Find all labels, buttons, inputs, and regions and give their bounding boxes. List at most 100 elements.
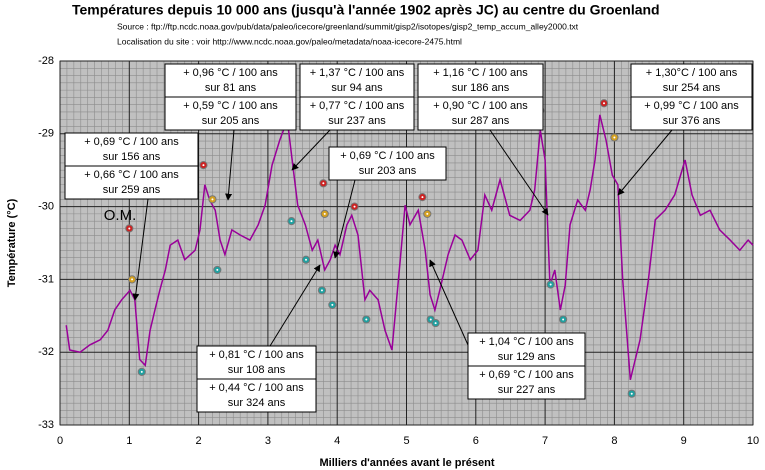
annotation-box — [417, 96, 544, 131]
marker-dot — [549, 283, 552, 286]
marker-dot — [426, 212, 429, 215]
marker-dot — [562, 318, 565, 321]
annotation-text: sur 237 ans — [328, 115, 386, 127]
marker-dot — [320, 289, 323, 292]
annotation-box — [630, 96, 753, 131]
marker-dot — [323, 212, 326, 215]
marker-dot — [434, 322, 437, 325]
marker-dot — [305, 258, 308, 261]
annotation-text: + 0,69 °C / 100 ans — [340, 150, 435, 162]
x-tick-label: 2 — [196, 435, 202, 447]
annotation-text: sur 156 ans — [103, 151, 161, 163]
marker-dot — [603, 102, 606, 105]
marker-dot — [421, 196, 424, 199]
y-tick-label: -29 — [38, 128, 54, 140]
x-tick-label: 7 — [542, 435, 548, 447]
annotation-text: sur 203 ans — [359, 165, 417, 177]
source: Source : ftp://ftp.ncdc.noaa.gov/pub/dat… — [117, 21, 579, 31]
marker-dot — [140, 370, 143, 373]
x-tick-label: 6 — [473, 435, 479, 447]
temperature-line — [65, 114, 754, 381]
annotation-text: sur 376 ans — [663, 115, 721, 127]
annotation-box — [417, 63, 544, 98]
annotation-box — [64, 132, 199, 167]
marker-dot — [216, 268, 219, 271]
annotation-text: + 1,16 °C / 100 ans — [433, 67, 528, 79]
arrow — [291, 129, 331, 171]
annotation-text: + 0,59 °C / 100 ans — [183, 100, 278, 112]
marker-dot — [202, 164, 205, 167]
annotation-text: + 0,69 °C / 100 ans — [84, 136, 179, 148]
arrow — [225, 129, 235, 201]
annotation-box — [299, 96, 415, 131]
annotation-text: + 0,77 °C / 100 ans — [310, 100, 405, 112]
annotation-text: + 0,96 °C / 100 ans — [183, 67, 278, 79]
annotation-text: sur 205 ans — [202, 115, 260, 127]
arrow — [333, 179, 356, 259]
annotation-text: + 1,04 °C / 100 ans — [479, 336, 574, 348]
x-tick-label: 10 — [747, 435, 759, 447]
marker-dot — [131, 278, 134, 281]
annotation-text: + 0,66 °C / 100 ans — [84, 169, 179, 181]
annotation-text: sur 186 ans — [452, 82, 510, 94]
annotation-text: sur 324 ans — [228, 397, 286, 409]
y-tick-label: -31 — [38, 273, 54, 285]
arrow — [269, 264, 321, 347]
x-tick-label: 9 — [681, 435, 687, 447]
marker-dot — [353, 205, 356, 208]
annotation-text: sur 94 ans — [331, 82, 383, 94]
annotation-box — [467, 365, 586, 400]
arrow — [489, 129, 549, 216]
marker-dot — [365, 318, 368, 321]
annotation-text: + 0,69 °C / 100 ans — [479, 369, 574, 381]
annotation-text: + 0,90 °C / 100 ans — [433, 100, 528, 112]
annotation-text: sur 81 ans — [205, 82, 257, 94]
annotation-text: sur 254 ans — [663, 82, 721, 94]
annotation-text: sur 287 ans — [452, 115, 510, 127]
marker-dot — [290, 220, 293, 223]
annotation-box — [299, 63, 415, 98]
annotation-box — [196, 378, 317, 413]
marker-dot — [613, 136, 616, 139]
annotation-box — [64, 165, 199, 200]
y-tick-label: -28 — [38, 55, 54, 67]
arrow — [429, 259, 469, 346]
annotation-text: + 1,30°C / 100 ans — [646, 67, 738, 79]
marker-dot — [128, 227, 131, 230]
annotation-text: sur 129 ans — [498, 351, 556, 363]
y-tick-label: -33 — [38, 419, 54, 431]
y-tick-label: -32 — [38, 346, 54, 358]
annotation-box — [196, 345, 317, 380]
marker-dot — [429, 318, 432, 321]
x-tick-label: 1 — [126, 435, 132, 447]
x-tick-label: 0 — [57, 435, 63, 447]
annotation-text: sur 227 ans — [498, 384, 556, 396]
annotation-box — [328, 146, 447, 181]
annotation-text: + 0,99 °C / 100 ans — [644, 100, 739, 112]
annotation-box — [164, 96, 297, 131]
annotation-text: sur 259 ans — [103, 184, 161, 196]
chart-title: Températures depuis 10 000 ans (jusqu'à … — [72, 2, 660, 18]
marker-dot — [331, 303, 334, 306]
x-tick-label: 8 — [611, 435, 617, 447]
x-axis-label: Milliers d'années avant le présent — [319, 457, 494, 469]
annotation-text: sur 108 ans — [228, 364, 286, 376]
x-tick-label: 5 — [403, 435, 409, 447]
location: Localisation du site : voir http://www.n… — [117, 36, 462, 46]
om-label: O.M. — [104, 207, 137, 224]
marker-dot — [322, 182, 325, 185]
x-tick-label: 4 — [334, 435, 340, 447]
marker-dot — [630, 392, 633, 395]
annotation-box — [630, 63, 753, 98]
y-axis-label: Température (°C) — [6, 198, 18, 287]
arrow — [617, 129, 673, 196]
annotation-text: + 1,37 °C / 100 ans — [310, 67, 405, 79]
annotation-text: + 0,81 °C / 100 ans — [209, 349, 304, 361]
arrow — [132, 198, 149, 301]
y-tick-label: -30 — [38, 201, 54, 213]
x-tick-label: 3 — [265, 435, 271, 447]
annotation-box — [164, 63, 297, 98]
annotation-text: + 0,44 °C / 100 ans — [209, 382, 304, 394]
